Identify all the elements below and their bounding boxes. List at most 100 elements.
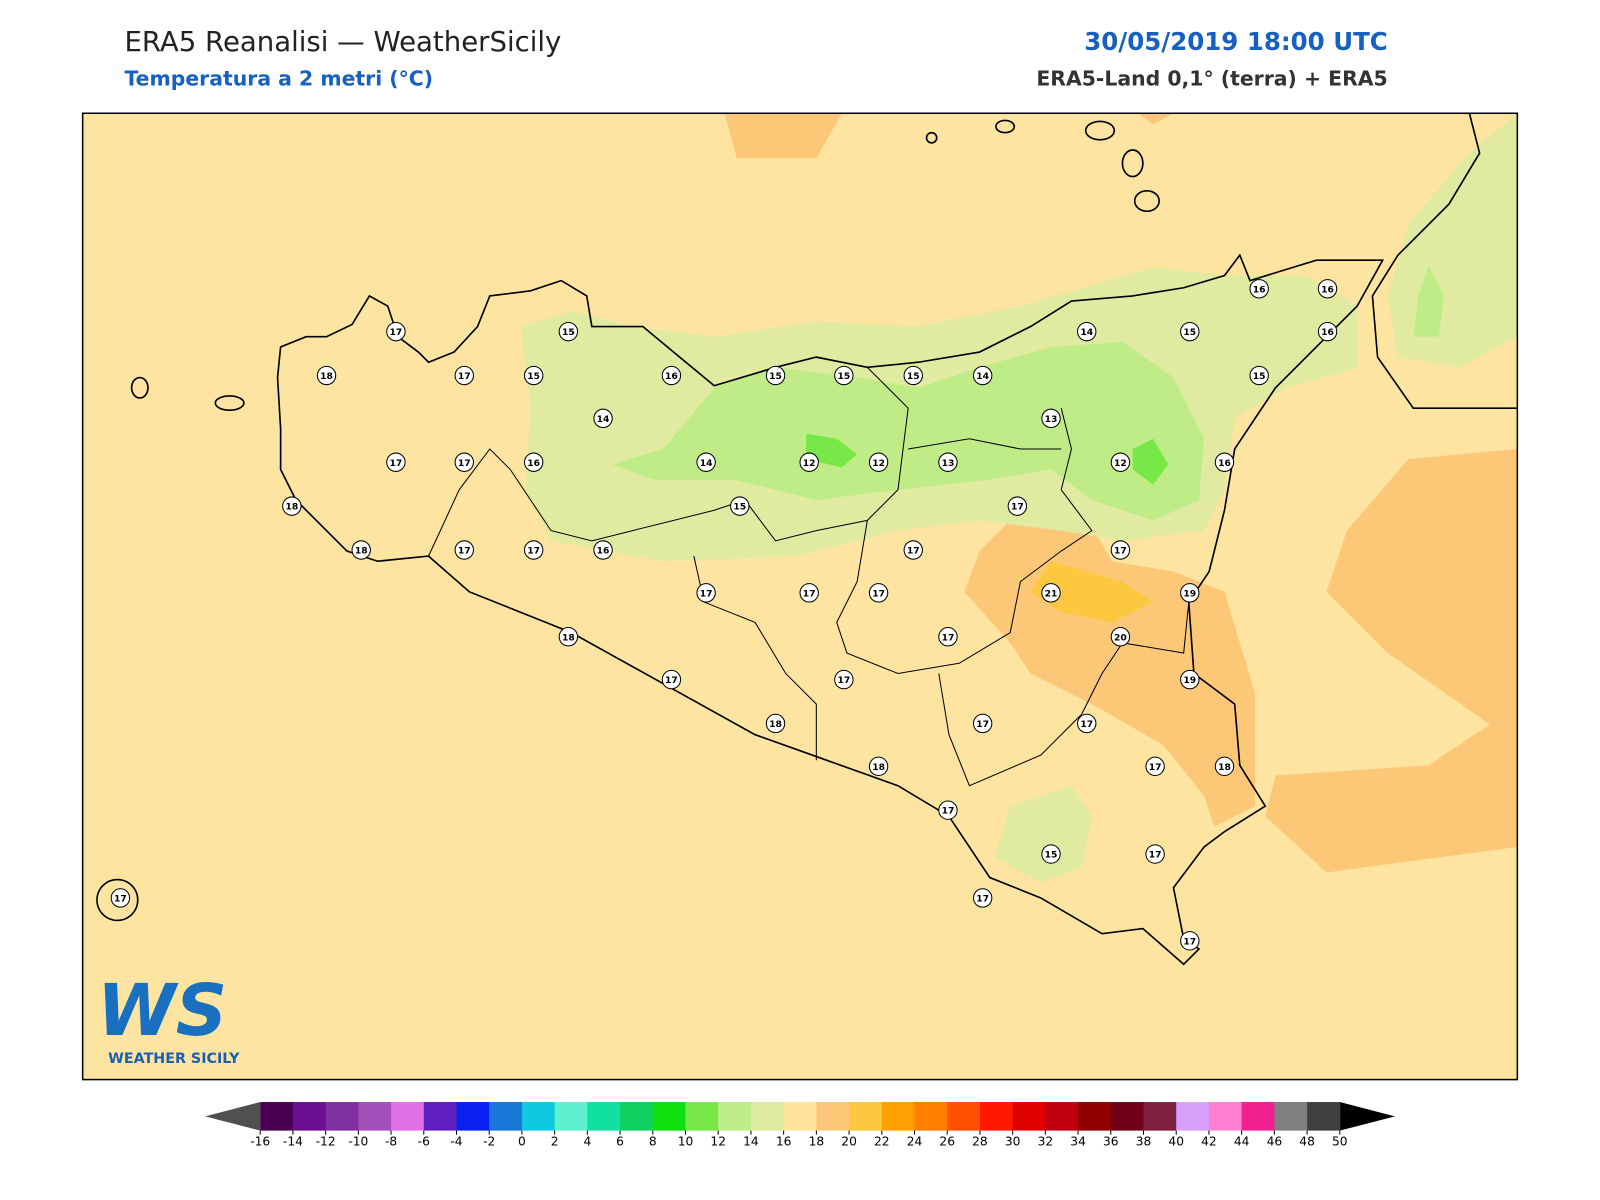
station-value: 16 xyxy=(1321,327,1334,338)
station-value: 15 xyxy=(733,502,746,513)
colorbar-tick-label: 20 xyxy=(841,1134,857,1148)
colorbar-bin xyxy=(1143,1102,1177,1131)
station-value: 13 xyxy=(1045,414,1058,425)
colorbar-bin xyxy=(1241,1102,1275,1131)
border xyxy=(428,366,909,557)
station-value: 17 xyxy=(976,719,989,730)
station-value: 17 xyxy=(527,546,540,557)
contour-fill xyxy=(964,500,1256,827)
station-value: 14 xyxy=(1080,327,1093,338)
station-marker xyxy=(1110,452,1131,472)
station-marker xyxy=(1180,931,1200,951)
station-value: 18 xyxy=(285,502,298,513)
station-marker xyxy=(593,408,613,429)
contour-fill xyxy=(724,113,842,159)
colorbar-tick-label: 50 xyxy=(1332,1134,1348,1148)
contour-fill xyxy=(1265,448,1518,873)
colorbar-bin xyxy=(1012,1102,1046,1131)
colorbar-bin xyxy=(816,1102,850,1131)
station-value: 19 xyxy=(1183,675,1196,686)
station-marker xyxy=(661,365,682,386)
station-value: 12 xyxy=(803,458,816,469)
map-area: 17 18 17 15 15 16 15 15 15 14 14 15 16 16 16 15 14 13 17 17… xyxy=(82,113,1518,1080)
contour-fill xyxy=(994,785,1092,883)
station-value: 15 xyxy=(769,371,782,382)
colorbar-bin xyxy=(521,1102,556,1131)
station-marker xyxy=(1145,844,1165,864)
island xyxy=(995,119,1016,134)
colorbar-tick-label: 34 xyxy=(1070,1134,1086,1148)
colorbar-bin xyxy=(979,1102,1014,1131)
contour-fill xyxy=(806,433,858,468)
station-value: 16 xyxy=(1253,284,1266,295)
station-value: 15 xyxy=(1045,850,1058,861)
station-marker xyxy=(558,627,579,647)
station-marker xyxy=(1317,279,1338,299)
colorbar-bin xyxy=(587,1102,621,1131)
station-marker xyxy=(1007,496,1028,516)
colorbar-tick-label: 40 xyxy=(1168,1134,1184,1148)
colorbar-tick-label: 18 xyxy=(809,1134,825,1148)
colorbar-bin xyxy=(391,1102,425,1131)
station-marker xyxy=(1214,452,1235,472)
station-value: 17 xyxy=(1011,502,1024,513)
colorbar-bin xyxy=(1176,1102,1210,1131)
colorbar-bin xyxy=(1307,1102,1341,1131)
colorbar-tick-label: 22 xyxy=(874,1134,890,1148)
logo-mark: WS xyxy=(97,969,227,1052)
island xyxy=(96,878,139,922)
station-value: 18 xyxy=(355,546,368,557)
station-marker xyxy=(661,669,682,690)
station-marker xyxy=(386,321,406,342)
station-value: 17 xyxy=(942,632,955,643)
station-marker xyxy=(799,452,819,472)
subtitle: Temperatura a 2 metri (°C) xyxy=(124,67,433,91)
colorbar-bin xyxy=(554,1102,588,1131)
colorbar-bin xyxy=(1045,1102,1079,1131)
colorbar-tick-label: 32 xyxy=(1038,1134,1054,1148)
station-value: 18 xyxy=(562,632,575,643)
island xyxy=(1133,190,1160,213)
station-marker xyxy=(1180,669,1200,690)
station-value: 14 xyxy=(700,458,713,469)
colorbar-tick-label: -2 xyxy=(483,1134,495,1148)
station-value: 17 xyxy=(942,806,955,817)
station-value: 17 xyxy=(390,458,403,469)
station-marker xyxy=(558,321,579,342)
calabria-coast xyxy=(1371,113,1518,409)
station-marker xyxy=(1145,756,1165,777)
station-value: 17 xyxy=(458,371,471,382)
station-value: 17 xyxy=(458,458,471,469)
colorbar-tick-label: -8 xyxy=(385,1134,397,1148)
station-marker xyxy=(351,540,371,560)
station-marker xyxy=(386,452,406,472)
colorbar-tick-label: 28 xyxy=(972,1134,988,1148)
station-marker xyxy=(868,583,889,603)
island xyxy=(1084,120,1116,141)
colorbar-bin xyxy=(489,1102,523,1131)
colorbar-tick-label: -10 xyxy=(348,1134,368,1148)
station-marker xyxy=(972,888,993,908)
colorbar-bin xyxy=(652,1102,687,1131)
station-marker xyxy=(523,540,544,560)
map-background xyxy=(82,113,1518,1080)
station-marker xyxy=(834,365,854,386)
station-marker xyxy=(868,756,889,777)
station-value: 17 xyxy=(1149,762,1162,773)
station-marker xyxy=(903,365,923,386)
station-value: 15 xyxy=(562,327,575,338)
colorbar-bin xyxy=(292,1102,327,1131)
colorbar-bin xyxy=(423,1102,458,1131)
station-marker xyxy=(1077,321,1097,342)
colorbar-tick-label: 24 xyxy=(907,1134,923,1148)
station-marker xyxy=(834,669,854,690)
colorbar-tick-label: -16 xyxy=(250,1134,270,1148)
station-value: 16 xyxy=(597,546,610,557)
station-value: 18 xyxy=(872,762,885,773)
station-value: 17 xyxy=(458,546,471,557)
colorbar-tick-label: 26 xyxy=(939,1134,955,1148)
colorbar-tick-label: 4 xyxy=(583,1134,591,1148)
colorbar-tick-label: 48 xyxy=(1299,1134,1315,1148)
station-marker xyxy=(454,452,474,472)
station-marker xyxy=(523,365,544,386)
